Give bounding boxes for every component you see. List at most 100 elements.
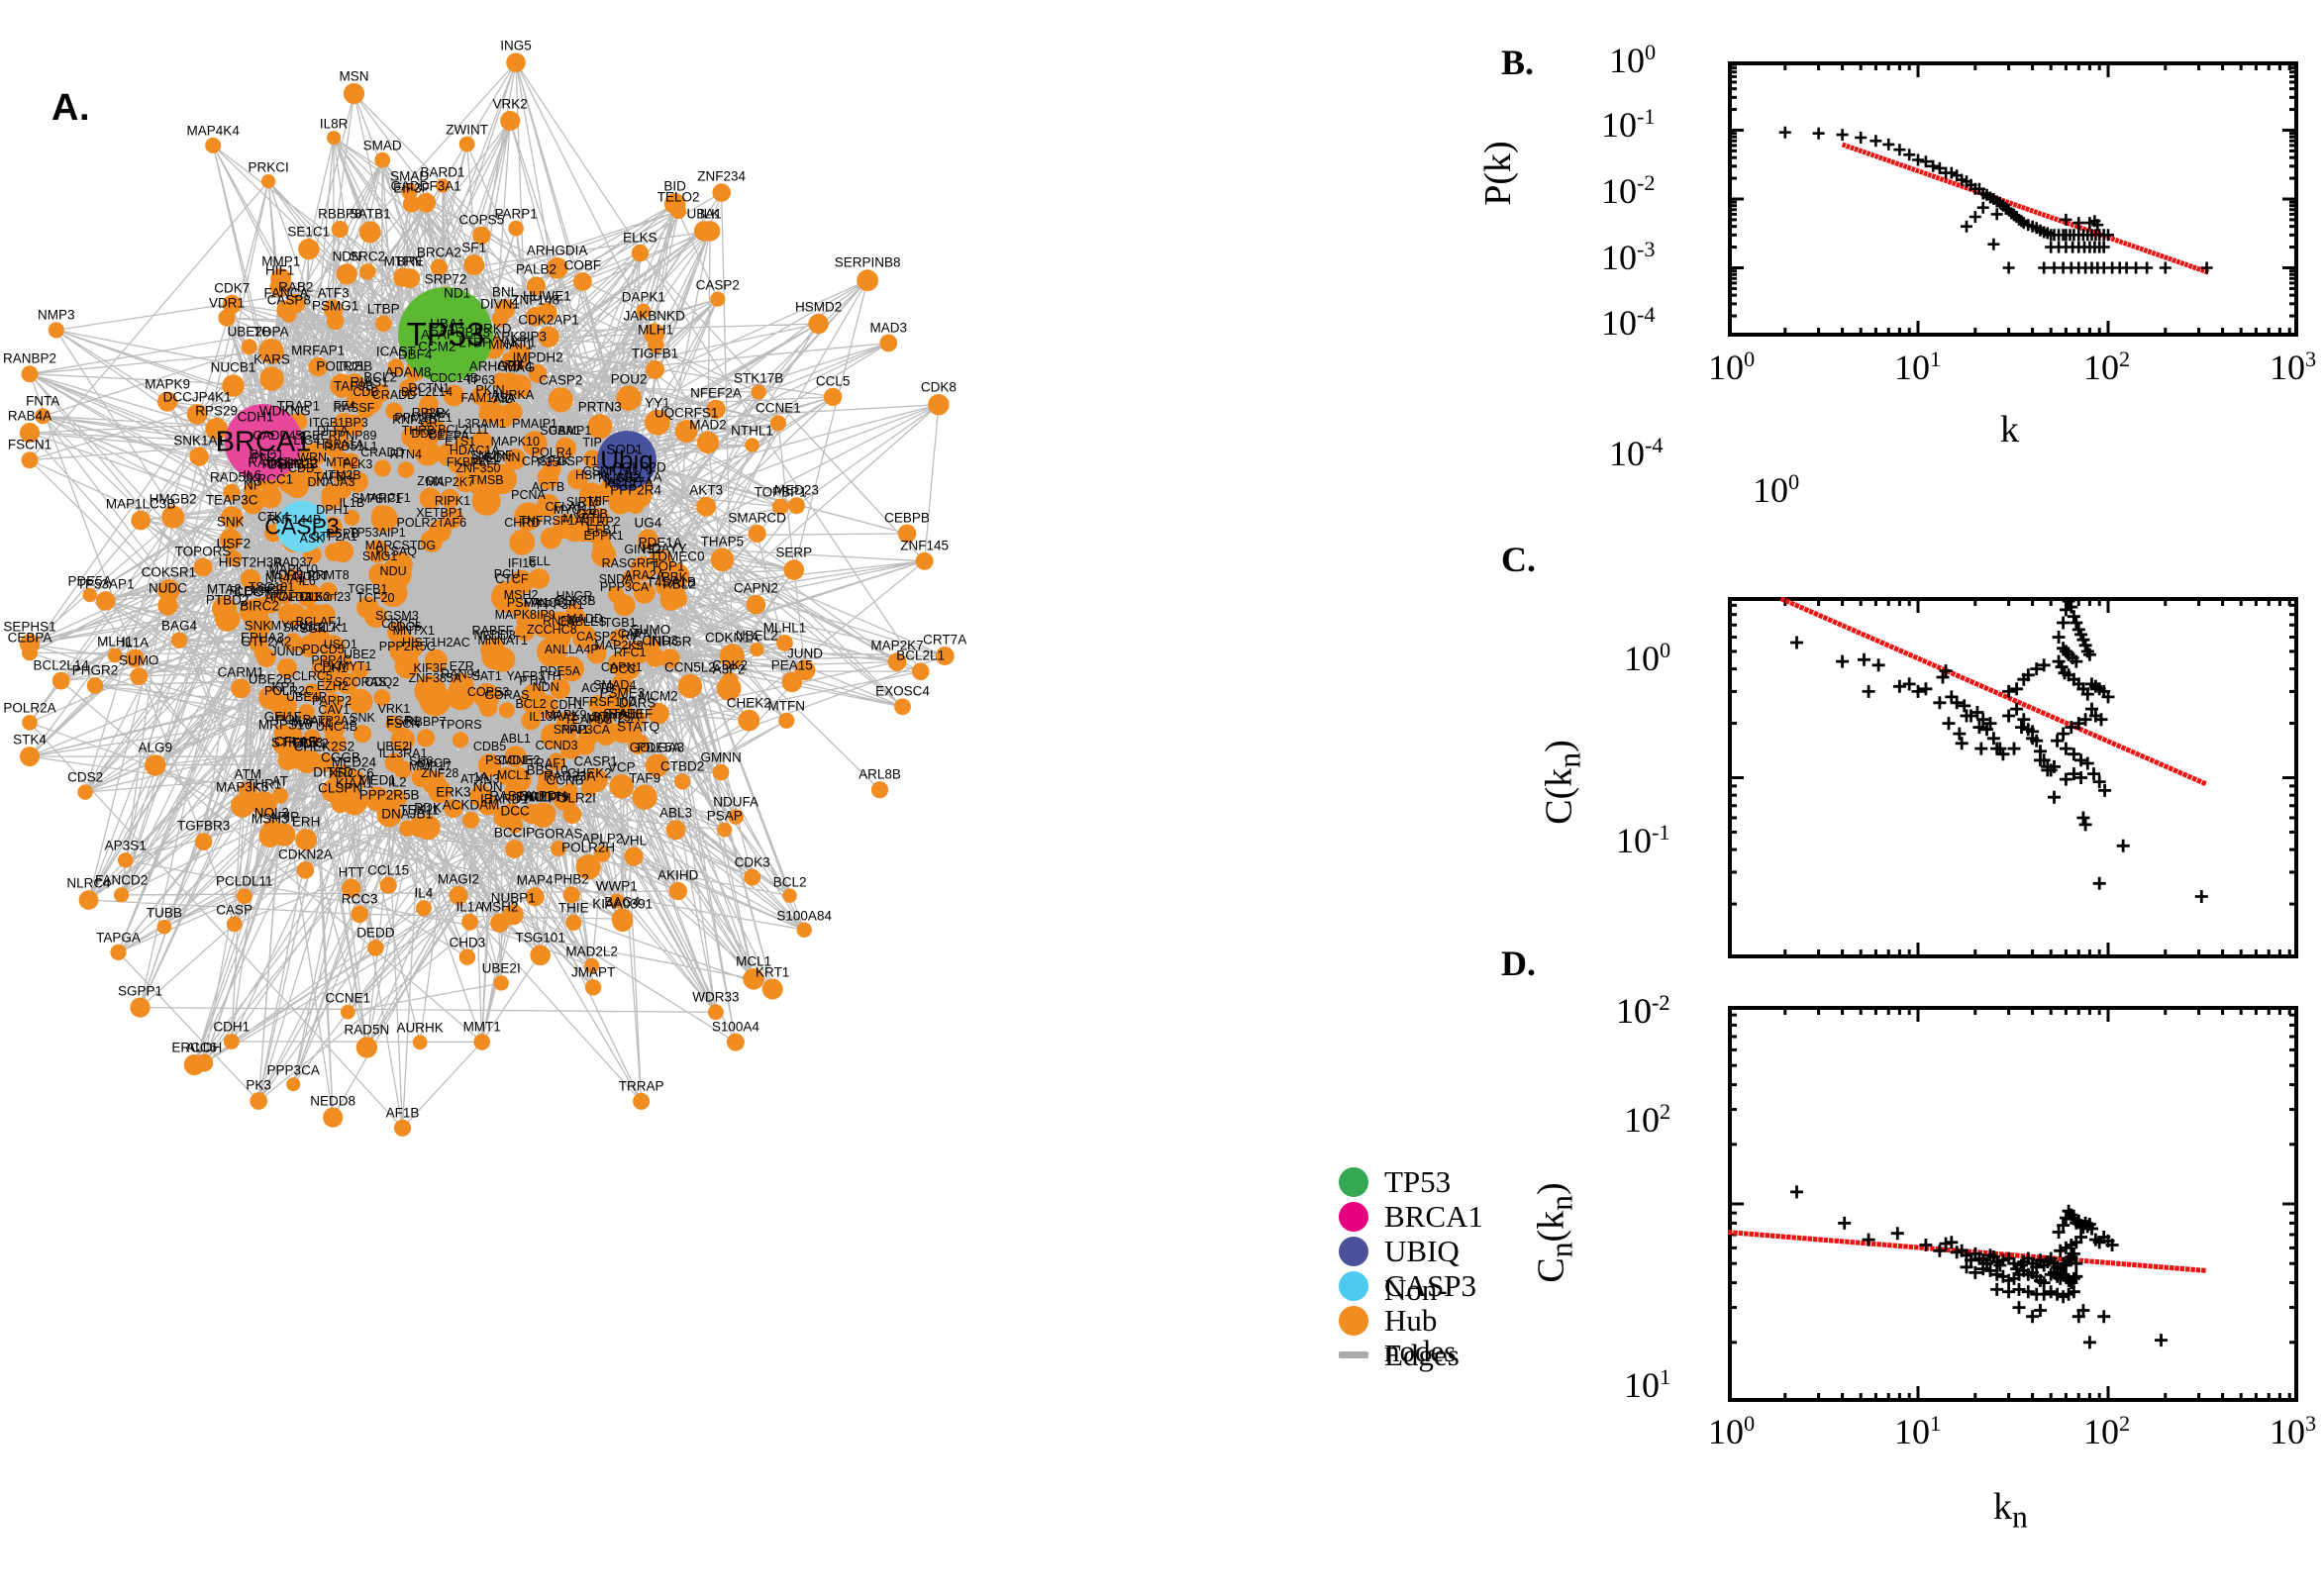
network-node[interactable]	[241, 339, 257, 355]
network-node[interactable]	[717, 822, 733, 838]
network-node[interactable]	[537, 637, 567, 667]
network-node[interactable]	[708, 1004, 724, 1021]
network-node[interactable]	[145, 754, 166, 776]
network-node[interactable]	[887, 652, 907, 671]
network-node[interactable]	[522, 431, 548, 456]
network-node[interactable]	[626, 641, 651, 664]
network-node[interactable]	[226, 916, 243, 933]
network-node[interactable]	[636, 303, 652, 319]
network-node[interactable]	[419, 394, 439, 414]
network-node[interactable]	[761, 978, 783, 1000]
network-node[interactable]	[579, 482, 605, 508]
network-node[interactable]	[463, 254, 485, 276]
network-node[interactable]	[502, 401, 523, 422]
network-node[interactable]	[546, 256, 568, 279]
network-node[interactable]	[340, 1004, 355, 1020]
network-node[interactable]	[645, 409, 670, 436]
network-node[interactable]	[401, 183, 418, 200]
network-node[interactable]	[776, 635, 793, 651]
network-node[interactable]	[222, 374, 245, 397]
network-node[interactable]	[551, 841, 566, 856]
network-node[interactable]	[696, 431, 720, 454]
network-node[interactable]	[530, 945, 551, 966]
network-node[interactable]	[303, 443, 327, 466]
network-node[interactable]	[157, 391, 178, 412]
network-node[interactable]	[624, 847, 644, 866]
network-node[interactable]	[295, 749, 320, 773]
network-node[interactable]	[548, 387, 573, 413]
network-node[interactable]	[220, 506, 244, 530]
network-node[interactable]	[437, 443, 460, 467]
network-node[interactable]	[540, 527, 562, 549]
network-node[interactable]	[344, 373, 365, 394]
network-node[interactable]	[402, 195, 421, 213]
network-node[interactable]	[297, 588, 317, 607]
network-node[interactable]	[586, 644, 607, 664]
network-node[interactable]	[19, 423, 41, 444]
network-node[interactable]	[283, 603, 306, 627]
network-node[interactable]	[461, 913, 478, 931]
network-node[interactable]	[322, 693, 344, 715]
network-node[interactable]	[376, 802, 402, 828]
network-node[interactable]	[327, 733, 347, 752]
network-node[interactable]	[225, 549, 243, 566]
network-node[interactable]	[219, 528, 242, 550]
network-node[interactable]	[659, 648, 680, 669]
network-node[interactable]	[259, 485, 282, 509]
network-node[interactable]	[379, 876, 397, 894]
network-node[interactable]	[323, 1107, 344, 1128]
network-node[interactable]	[195, 1053, 214, 1072]
network-node[interactable]	[186, 404, 208, 425]
network-node[interactable]	[355, 1037, 378, 1058]
network-node[interactable]	[594, 846, 611, 862]
network-node[interactable]	[631, 244, 650, 262]
network-node[interactable]	[273, 724, 292, 743]
network-node[interactable]	[561, 783, 578, 800]
network-node[interactable]	[351, 905, 368, 924]
network-node[interactable]	[787, 497, 805, 515]
network-node[interactable]	[696, 496, 717, 517]
network-node[interactable]	[343, 82, 365, 105]
network-node[interactable]	[481, 643, 509, 670]
hub-node-tp53[interactable]	[398, 287, 493, 382]
network-node[interactable]	[95, 591, 116, 611]
network-node[interactable]	[508, 220, 524, 237]
network-node[interactable]	[323, 516, 343, 537]
network-node[interactable]	[566, 468, 588, 490]
network-node[interactable]	[78, 890, 99, 910]
network-node[interactable]	[494, 299, 516, 320]
network-node[interactable]	[588, 695, 608, 715]
network-node[interactable]	[415, 900, 432, 917]
network-node[interactable]	[470, 431, 493, 453]
network-node[interactable]	[258, 339, 284, 364]
network-node[interactable]	[347, 470, 368, 493]
network-node[interactable]	[22, 715, 38, 731]
network-node[interactable]	[222, 294, 242, 315]
network-node[interactable]	[521, 711, 541, 731]
network-node[interactable]	[393, 267, 413, 287]
network-node[interactable]	[897, 524, 917, 544]
network-node[interactable]	[35, 408, 51, 425]
network-node[interactable]	[452, 732, 469, 748]
network-node[interactable]	[373, 689, 391, 707]
network-node[interactable]	[505, 840, 524, 858]
network-node[interactable]	[911, 662, 930, 680]
network-node[interactable]	[370, 505, 398, 533]
network-node[interactable]	[397, 461, 415, 478]
network-node[interactable]	[721, 672, 739, 690]
network-node[interactable]	[712, 763, 730, 781]
network-node[interactable]	[416, 192, 437, 213]
network-node[interactable]	[497, 766, 516, 786]
network-node[interactable]	[500, 110, 521, 132]
network-node[interactable]	[562, 886, 580, 904]
network-node[interactable]	[515, 621, 536, 642]
network-node[interactable]	[298, 704, 315, 721]
network-node[interactable]	[380, 557, 412, 590]
network-node[interactable]	[424, 648, 448, 673]
network-node[interactable]	[126, 648, 145, 668]
network-node[interactable]	[778, 712, 795, 729]
network-node[interactable]	[323, 299, 344, 320]
network-node[interactable]	[607, 652, 631, 676]
network-node[interactable]	[492, 372, 509, 390]
network-node[interactable]	[298, 238, 320, 260]
